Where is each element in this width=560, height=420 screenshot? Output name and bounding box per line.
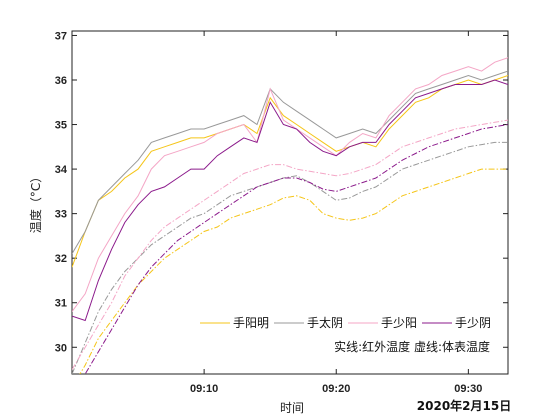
- y-tick-label: 31: [55, 298, 67, 310]
- plot-area: [71, 30, 509, 375]
- series-line-solid: [72, 70, 508, 254]
- series-line-solid: [72, 75, 508, 268]
- y-tick-label: 35: [55, 120, 67, 132]
- y-tick-label: 30: [55, 342, 67, 354]
- y-axis-label: 温度（°C）: [28, 171, 43, 233]
- series-line-dashed: [72, 119, 508, 370]
- y-tick-label: 34: [55, 164, 68, 176]
- x-axis-ticks: 09:10 09:20 09:30: [190, 31, 482, 395]
- series-line-dashed: [84, 124, 508, 374]
- date-label: 2020年2月15日: [417, 398, 511, 413]
- legend-label: 手太阴: [307, 315, 343, 330]
- x-axis-label: 时间: [280, 401, 304, 415]
- legend-label: 手少阳: [381, 316, 417, 330]
- y-tick-label: 37: [55, 30, 67, 42]
- y-tick-label: 33: [55, 209, 67, 221]
- series-line-solid: [72, 79, 508, 322]
- x-tick-label: 09:20: [322, 383, 350, 395]
- y-axis-ticks: 30 31 32 33 34 35 36 37: [55, 30, 508, 354]
- series-line-dashed: [79, 168, 508, 374]
- y-tick-label: 36: [55, 75, 67, 87]
- legend-label: 手少阴: [455, 316, 491, 330]
- series-line-dashed: [72, 141, 508, 374]
- y-tick-label: 32: [55, 253, 67, 265]
- legend-label: 手阳明: [233, 316, 269, 330]
- legend: 手阳明 手太阴 手少阳 手少阴: [200, 315, 491, 330]
- x-tick-label: 09:30: [454, 383, 482, 395]
- series-line-solid: [72, 57, 508, 312]
- series-layer: [72, 57, 508, 374]
- line-style-note: 实线:红外温度 虚线:体表温度: [334, 339, 490, 354]
- x-tick-label: 09:10: [190, 383, 218, 395]
